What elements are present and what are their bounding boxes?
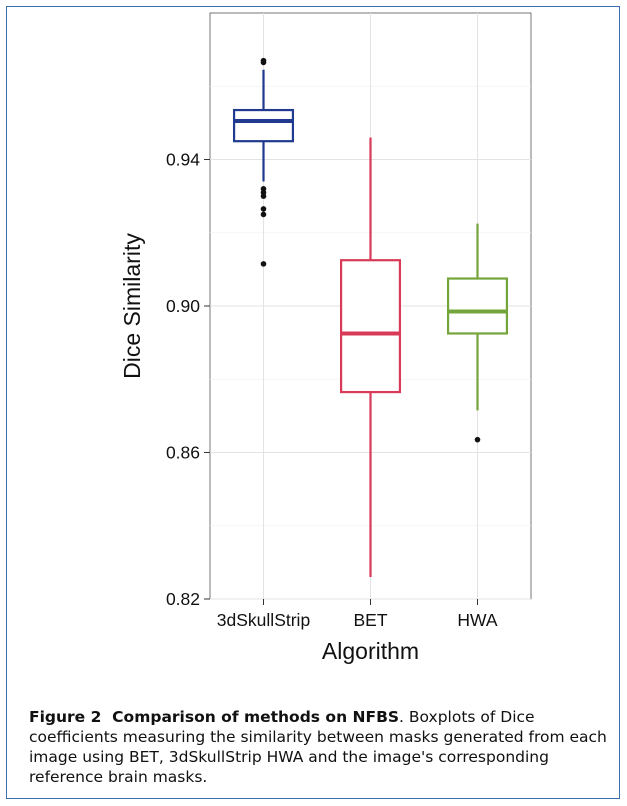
box-body xyxy=(446,277,509,335)
y-tick-label: 0.90 xyxy=(166,296,200,316)
figure-frame: 0.82 0.86 0.90 0.94 3dSkullStrip BET HWA Algori… xyxy=(6,6,620,799)
y-axis-title: Dice Similarity xyxy=(119,233,145,379)
y-tick-label: 0.86 xyxy=(166,443,200,463)
outlier-point xyxy=(260,211,267,218)
x-tick-label: BET xyxy=(353,610,387,630)
box-body xyxy=(339,259,402,394)
x-tick-label: 3dSkullStrip xyxy=(217,610,310,630)
x-axis-title: Algorithm xyxy=(322,638,419,664)
caption-title: Comparison of methods on NFBS xyxy=(112,708,400,726)
boxplot-chart: 0.82 0.86 0.90 0.94 3dSkullStrip BET HWA Algori… xyxy=(119,12,532,664)
box-body xyxy=(232,108,295,143)
outlier-point xyxy=(260,57,267,64)
outlier-point xyxy=(260,206,267,212)
outlier-point xyxy=(474,436,481,443)
outlier-point xyxy=(260,193,267,199)
y-tick-label: 0.94 xyxy=(166,150,200,170)
outlier-point xyxy=(260,261,267,267)
figure-caption: Figure 2 Comparison of methods on NFBS. … xyxy=(29,707,614,787)
y-tick-label: 0.82 xyxy=(166,589,200,609)
caption-label: Figure 2 xyxy=(29,708,102,726)
caption-text: . Boxplots of Dice coefficients measurin… xyxy=(29,708,607,786)
x-tick-label: HWA xyxy=(457,610,498,630)
